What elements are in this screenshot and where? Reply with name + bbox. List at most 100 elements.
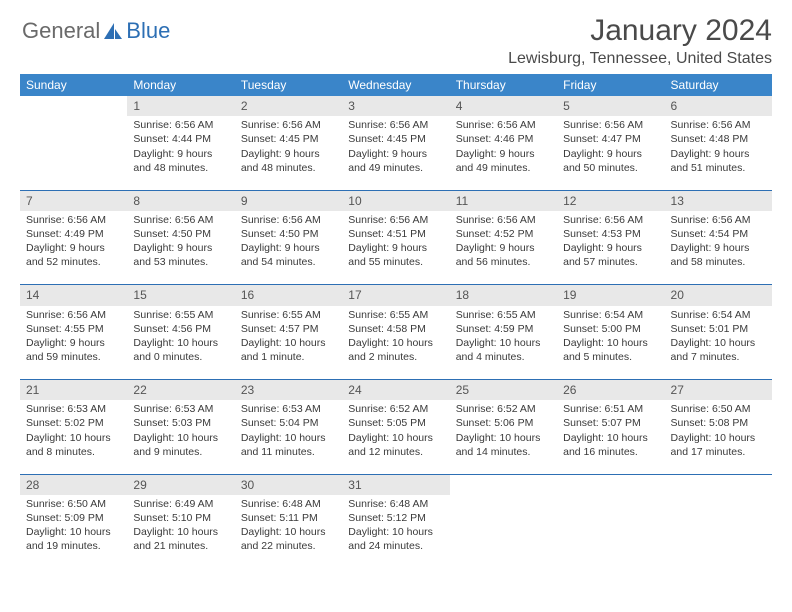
sunrise-text: Sunrise: 6:56 AM bbox=[133, 118, 228, 132]
sunset-text: Sunset: 4:49 PM bbox=[26, 227, 121, 241]
calendar-table: Sunday Monday Tuesday Wednesday Thursday… bbox=[20, 74, 772, 569]
sunrise-text: Sunrise: 6:53 AM bbox=[133, 402, 228, 416]
sunrise-text: Sunrise: 6:55 AM bbox=[348, 308, 443, 322]
weekday-header: Friday bbox=[557, 74, 664, 96]
sunrise-text: Sunrise: 6:50 AM bbox=[671, 402, 766, 416]
sunrise-text: Sunrise: 6:56 AM bbox=[133, 213, 228, 227]
sunset-text: Sunset: 4:59 PM bbox=[456, 322, 551, 336]
sunrise-text: Sunrise: 6:52 AM bbox=[456, 402, 551, 416]
day-cell: Sunrise: 6:55 AMSunset: 4:57 PMDaylight:… bbox=[235, 306, 342, 380]
day-number bbox=[450, 474, 557, 495]
sunrise-text: Sunrise: 6:56 AM bbox=[563, 213, 658, 227]
day-number-row: 78910111213 bbox=[20, 190, 772, 211]
sunset-text: Sunset: 4:45 PM bbox=[348, 132, 443, 146]
sunrise-text: Sunrise: 6:56 AM bbox=[241, 118, 336, 132]
day-number-row: 14151617181920 bbox=[20, 285, 772, 306]
day-number: 21 bbox=[20, 380, 127, 401]
daylight-text: Daylight: 10 hours and 22 minutes. bbox=[241, 525, 336, 553]
daylight-text: Daylight: 9 hours and 59 minutes. bbox=[26, 336, 121, 364]
weekday-header: Tuesday bbox=[235, 74, 342, 96]
daylight-text: Daylight: 10 hours and 2 minutes. bbox=[348, 336, 443, 364]
daylight-text: Daylight: 10 hours and 16 minutes. bbox=[563, 431, 658, 459]
day-cell: Sunrise: 6:55 AMSunset: 4:59 PMDaylight:… bbox=[450, 306, 557, 380]
day-number: 28 bbox=[20, 474, 127, 495]
sunrise-text: Sunrise: 6:56 AM bbox=[348, 118, 443, 132]
day-number: 13 bbox=[665, 190, 772, 211]
day-number bbox=[665, 474, 772, 495]
day-number: 27 bbox=[665, 380, 772, 401]
logo-sail-icon bbox=[102, 21, 124, 41]
header: General Blue January 2024 Lewisburg, Ten… bbox=[20, 14, 772, 68]
daylight-text: Daylight: 10 hours and 12 minutes. bbox=[348, 431, 443, 459]
day-content-row: Sunrise: 6:56 AMSunset: 4:44 PMDaylight:… bbox=[20, 116, 772, 190]
sunset-text: Sunset: 5:02 PM bbox=[26, 416, 121, 430]
daylight-text: Daylight: 10 hours and 14 minutes. bbox=[456, 431, 551, 459]
day-cell: Sunrise: 6:56 AMSunset: 4:51 PMDaylight:… bbox=[342, 211, 449, 285]
sunset-text: Sunset: 5:00 PM bbox=[563, 322, 658, 336]
day-number bbox=[557, 474, 664, 495]
day-cell: Sunrise: 6:48 AMSunset: 5:12 PMDaylight:… bbox=[342, 495, 449, 569]
day-number: 10 bbox=[342, 190, 449, 211]
day-number: 18 bbox=[450, 285, 557, 306]
sunset-text: Sunset: 5:08 PM bbox=[671, 416, 766, 430]
day-number: 1 bbox=[127, 96, 234, 116]
sunrise-text: Sunrise: 6:53 AM bbox=[241, 402, 336, 416]
daylight-text: Daylight: 9 hours and 49 minutes. bbox=[456, 147, 551, 175]
sunset-text: Sunset: 5:04 PM bbox=[241, 416, 336, 430]
sunset-text: Sunset: 5:03 PM bbox=[133, 416, 228, 430]
month-title: January 2024 bbox=[508, 14, 772, 48]
sunset-text: Sunset: 5:06 PM bbox=[456, 416, 551, 430]
day-cell: Sunrise: 6:54 AMSunset: 5:00 PMDaylight:… bbox=[557, 306, 664, 380]
sunrise-text: Sunrise: 6:50 AM bbox=[26, 497, 121, 511]
sunset-text: Sunset: 4:51 PM bbox=[348, 227, 443, 241]
sunset-text: Sunset: 4:44 PM bbox=[133, 132, 228, 146]
daylight-text: Daylight: 10 hours and 11 minutes. bbox=[241, 431, 336, 459]
day-number: 24 bbox=[342, 380, 449, 401]
day-cell: Sunrise: 6:56 AMSunset: 4:53 PMDaylight:… bbox=[557, 211, 664, 285]
daylight-text: Daylight: 10 hours and 8 minutes. bbox=[26, 431, 121, 459]
day-cell: Sunrise: 6:53 AMSunset: 5:03 PMDaylight:… bbox=[127, 400, 234, 474]
day-cell: Sunrise: 6:56 AMSunset: 4:47 PMDaylight:… bbox=[557, 116, 664, 190]
day-cell: Sunrise: 6:56 AMSunset: 4:45 PMDaylight:… bbox=[235, 116, 342, 190]
sunset-text: Sunset: 4:57 PM bbox=[241, 322, 336, 336]
logo-text-part2: Blue bbox=[126, 20, 170, 42]
sunset-text: Sunset: 5:05 PM bbox=[348, 416, 443, 430]
sunrise-text: Sunrise: 6:56 AM bbox=[26, 308, 121, 322]
weekday-header: Monday bbox=[127, 74, 234, 96]
day-number: 30 bbox=[235, 474, 342, 495]
daylight-text: Daylight: 9 hours and 54 minutes. bbox=[241, 241, 336, 269]
sunrise-text: Sunrise: 6:55 AM bbox=[133, 308, 228, 322]
sunrise-text: Sunrise: 6:55 AM bbox=[241, 308, 336, 322]
location: Lewisburg, Tennessee, United States bbox=[508, 50, 772, 68]
day-number-row: 123456 bbox=[20, 96, 772, 116]
daylight-text: Daylight: 10 hours and 24 minutes. bbox=[348, 525, 443, 553]
sunset-text: Sunset: 4:46 PM bbox=[456, 132, 551, 146]
day-content-row: Sunrise: 6:50 AMSunset: 5:09 PMDaylight:… bbox=[20, 495, 772, 569]
sunrise-text: Sunrise: 6:56 AM bbox=[456, 118, 551, 132]
sunset-text: Sunset: 4:52 PM bbox=[456, 227, 551, 241]
day-number: 4 bbox=[450, 96, 557, 116]
daylight-text: Daylight: 9 hours and 48 minutes. bbox=[133, 147, 228, 175]
daylight-text: Daylight: 9 hours and 53 minutes. bbox=[133, 241, 228, 269]
day-number: 12 bbox=[557, 190, 664, 211]
sunrise-text: Sunrise: 6:52 AM bbox=[348, 402, 443, 416]
day-cell: Sunrise: 6:53 AMSunset: 5:02 PMDaylight:… bbox=[20, 400, 127, 474]
sunset-text: Sunset: 5:07 PM bbox=[563, 416, 658, 430]
day-cell: Sunrise: 6:49 AMSunset: 5:10 PMDaylight:… bbox=[127, 495, 234, 569]
sunrise-text: Sunrise: 6:56 AM bbox=[671, 118, 766, 132]
day-cell: Sunrise: 6:56 AMSunset: 4:50 PMDaylight:… bbox=[235, 211, 342, 285]
daylight-text: Daylight: 9 hours and 49 minutes. bbox=[348, 147, 443, 175]
day-cell bbox=[557, 495, 664, 569]
sunset-text: Sunset: 4:50 PM bbox=[241, 227, 336, 241]
sunrise-text: Sunrise: 6:56 AM bbox=[348, 213, 443, 227]
sunrise-text: Sunrise: 6:56 AM bbox=[563, 118, 658, 132]
day-cell: Sunrise: 6:56 AMSunset: 4:54 PMDaylight:… bbox=[665, 211, 772, 285]
day-cell: Sunrise: 6:56 AMSunset: 4:49 PMDaylight:… bbox=[20, 211, 127, 285]
day-number: 14 bbox=[20, 285, 127, 306]
logo: General Blue bbox=[20, 20, 170, 42]
sunrise-text: Sunrise: 6:53 AM bbox=[26, 402, 121, 416]
sunrise-text: Sunrise: 6:51 AM bbox=[563, 402, 658, 416]
day-content-row: Sunrise: 6:56 AM Sunset: 4:49 PM Daylight:… bbox=[20, 211, 772, 285]
daylight-text: Daylight: 10 hours and 1 minute. bbox=[241, 336, 336, 364]
weekday-header: Thursday bbox=[450, 74, 557, 96]
